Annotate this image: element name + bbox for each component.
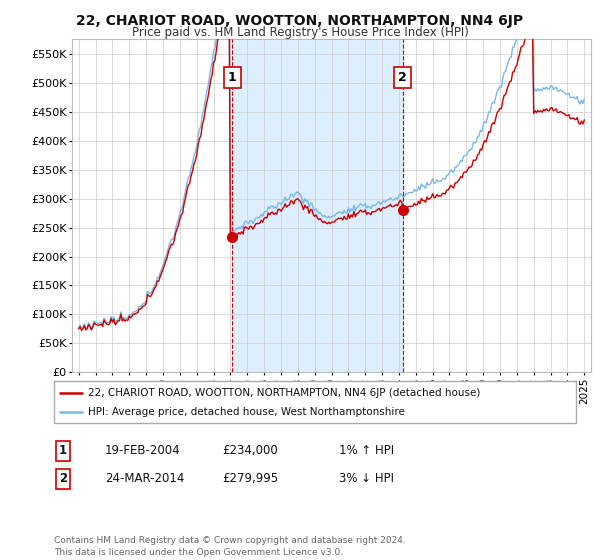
Text: 2: 2 [398, 71, 407, 84]
Text: Price paid vs. HM Land Registry's House Price Index (HPI): Price paid vs. HM Land Registry's House … [131, 26, 469, 39]
Text: 1: 1 [228, 71, 237, 84]
Text: 1: 1 [59, 444, 67, 458]
Text: 22, CHARIOT ROAD, WOOTTON, NORTHAMPTON, NN4 6JP (detached house): 22, CHARIOT ROAD, WOOTTON, NORTHAMPTON, … [88, 388, 481, 398]
Text: Contains HM Land Registry data © Crown copyright and database right 2024.
This d: Contains HM Land Registry data © Crown c… [54, 536, 406, 557]
Bar [232, 39, 403, 372]
Text: £234,000: £234,000 [222, 444, 278, 458]
Text: 22, CHARIOT ROAD, WOOTTON, NORTHAMPTON, NN4 6JP: 22, CHARIOT ROAD, WOOTTON, NORTHAMPTON, … [76, 14, 524, 28]
Text: 2: 2 [59, 472, 67, 486]
Text: HPI: Average price, detached house, West Northamptonshire: HPI: Average price, detached house, West… [88, 407, 405, 417]
Text: 24-MAR-2014: 24-MAR-2014 [105, 472, 184, 486]
Text: 1% ↑ HPI: 1% ↑ HPI [339, 444, 394, 458]
Text: £279,995: £279,995 [222, 472, 278, 486]
Text: 3% ↓ HPI: 3% ↓ HPI [339, 472, 394, 486]
Text: 19-FEB-2004: 19-FEB-2004 [105, 444, 181, 458]
